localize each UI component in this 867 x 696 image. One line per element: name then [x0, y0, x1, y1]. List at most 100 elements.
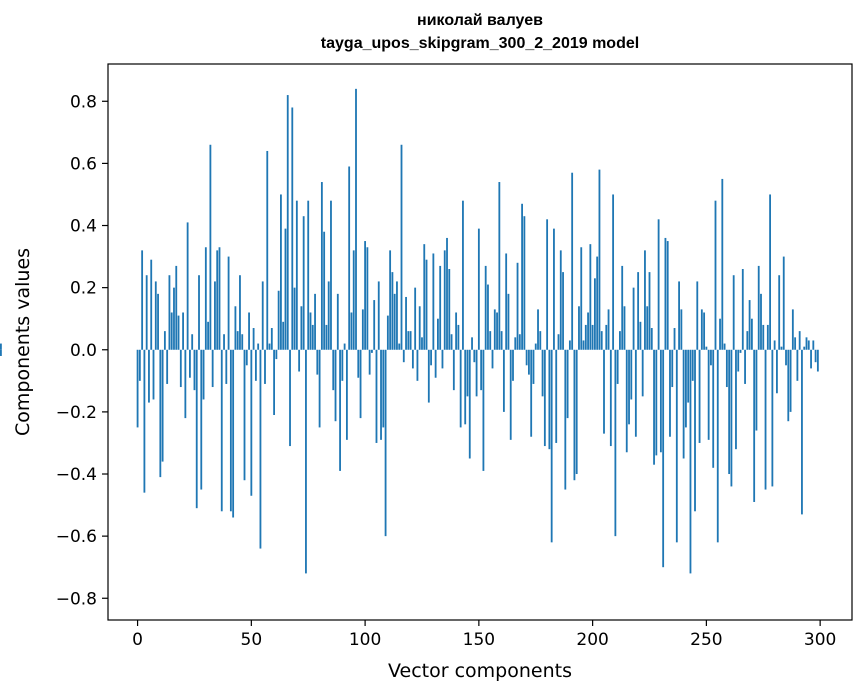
- bar: [484, 265, 487, 350]
- bar: [694, 349, 696, 512]
- bar: [368, 349, 371, 375]
- bar: [225, 349, 228, 384]
- bar: [671, 349, 674, 388]
- bar: [457, 324, 460, 350]
- bar: [760, 293, 762, 350]
- bar: [607, 309, 610, 350]
- bar: [473, 349, 476, 363]
- bar: [264, 349, 266, 384]
- bar: [562, 272, 564, 350]
- bar: [425, 259, 428, 350]
- bar: [200, 349, 203, 490]
- bar: [311, 324, 314, 350]
- bar: [584, 324, 587, 350]
- bar: [186, 222, 189, 350]
- bar: [766, 324, 769, 350]
- bar: [664, 237, 667, 350]
- bar: [430, 349, 432, 366]
- bar: [182, 312, 184, 350]
- bar: [537, 309, 539, 350]
- bar: [641, 349, 644, 397]
- bar: [371, 349, 373, 353]
- bar: [307, 200, 310, 350]
- bar: [334, 349, 337, 422]
- bar: [532, 349, 535, 384]
- bar: [746, 331, 749, 350]
- bar: [323, 231, 326, 350]
- bar: [757, 265, 760, 350]
- bar: [644, 250, 646, 350]
- bar: [250, 349, 253, 496]
- bar: [750, 318, 753, 350]
- bar: [204, 247, 207, 350]
- bar: [616, 349, 619, 384]
- bar: [514, 337, 517, 350]
- bar: [803, 346, 806, 350]
- bar: [409, 331, 412, 350]
- bar: [630, 349, 633, 400]
- bar: [691, 349, 694, 381]
- x-axis-label: Vector components: [388, 660, 572, 682]
- bar: [796, 349, 799, 381]
- bar: [421, 337, 423, 350]
- bar: [555, 349, 558, 443]
- bar: [154, 281, 157, 350]
- bar: [655, 349, 658, 456]
- bar: [548, 349, 551, 450]
- bar: [289, 349, 291, 447]
- chart-title: николай валуев: [417, 12, 543, 29]
- bar: [530, 349, 533, 437]
- bar: [314, 293, 316, 350]
- bar: [239, 275, 241, 350]
- bar: [398, 343, 401, 350]
- bar: [771, 349, 774, 487]
- bar: [339, 349, 341, 471]
- x-tick-label: 100: [349, 630, 381, 650]
- bar: [161, 349, 164, 462]
- bar: [712, 349, 715, 468]
- bar: [407, 331, 410, 350]
- bar: [498, 182, 501, 350]
- bar: [357, 349, 360, 378]
- bar: [366, 247, 369, 350]
- bar: [259, 349, 262, 549]
- bar: [659, 349, 662, 453]
- x-tick-label: 250: [690, 630, 722, 650]
- bar: [737, 349, 740, 372]
- x-axis: 0 50 100 150 200 250 300: [132, 620, 836, 650]
- bar: [807, 340, 810, 350]
- bar: [680, 309, 683, 350]
- bar: [257, 343, 260, 350]
- bar: [816, 349, 819, 372]
- bar: [336, 293, 339, 350]
- bar: [316, 349, 319, 375]
- x-tick-label: 50: [241, 630, 263, 650]
- bar: [609, 349, 612, 447]
- bar: [459, 349, 462, 428]
- bar: [361, 309, 364, 350]
- bar: [236, 331, 239, 350]
- bar: [229, 349, 232, 512]
- bar: [598, 169, 601, 350]
- bar: [268, 343, 271, 350]
- bar: [678, 281, 680, 350]
- bar: [414, 287, 417, 350]
- bar: [302, 216, 305, 350]
- bar: [744, 349, 746, 384]
- bar: [389, 250, 392, 350]
- bar: [439, 265, 442, 350]
- bar: [773, 340, 776, 350]
- bar: [252, 328, 255, 350]
- bar: [270, 328, 273, 350]
- bar: [396, 281, 398, 350]
- bar: [662, 349, 665, 568]
- bar: [500, 331, 503, 350]
- bar: [801, 349, 803, 515]
- bar: [325, 324, 328, 350]
- bar: [168, 275, 171, 350]
- bar: [685, 349, 687, 428]
- bar: [502, 349, 505, 412]
- bar: [148, 349, 150, 403]
- bar: [446, 237, 448, 350]
- bar: [703, 312, 706, 350]
